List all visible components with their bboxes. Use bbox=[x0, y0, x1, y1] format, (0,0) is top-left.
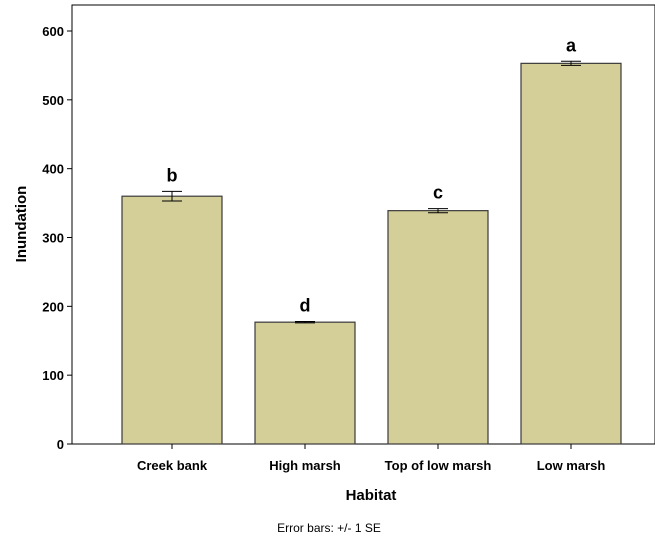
x-tick-label: High marsh bbox=[269, 458, 341, 473]
y-tick-label: 200 bbox=[42, 299, 64, 314]
y-tick-label: 500 bbox=[42, 93, 64, 108]
y-axis-title: Inundation bbox=[13, 186, 30, 263]
bar-high-marsh bbox=[254, 321, 356, 445]
y-tick-label: 0 bbox=[57, 437, 64, 452]
y-tick-label: 100 bbox=[42, 368, 64, 383]
y-tick-label: 600 bbox=[42, 24, 64, 39]
error-bar bbox=[295, 320, 315, 324]
significance-label: d bbox=[300, 295, 311, 315]
bar-low-marsh bbox=[520, 62, 622, 445]
significance-label: a bbox=[566, 35, 577, 55]
y-axis: 0 100 200 300 400 500 600 bbox=[42, 24, 72, 452]
significance-label: b bbox=[167, 165, 178, 185]
x-axis-title: Habitat bbox=[346, 487, 397, 504]
significance-label: c bbox=[433, 183, 443, 203]
y-tick-label: 300 bbox=[42, 231, 64, 246]
error-bar bbox=[561, 60, 581, 66]
x-axis: Creek bank High marsh Top of low marsh Low … bbox=[137, 444, 605, 473]
error-bar bbox=[428, 208, 448, 214]
x-tick-label: Low marsh bbox=[537, 458, 606, 473]
bar-top-of-low-marsh bbox=[387, 210, 489, 445]
bar-creek-bank bbox=[121, 195, 223, 445]
error-bars-footnote: Error bars: +/- 1 SE bbox=[277, 521, 381, 535]
error-bar bbox=[162, 190, 182, 202]
y-tick-label: 400 bbox=[42, 162, 64, 177]
x-tick-label: Creek bank bbox=[137, 458, 208, 473]
x-tick-label: Top of low marsh bbox=[385, 458, 492, 473]
